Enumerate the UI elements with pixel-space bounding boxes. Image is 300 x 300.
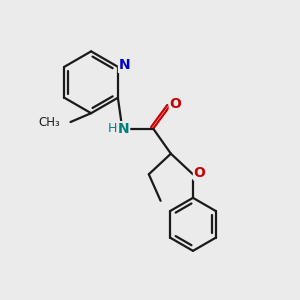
Text: H: H: [108, 122, 118, 135]
Text: O: O: [169, 97, 181, 111]
Text: N: N: [118, 58, 130, 72]
Text: N: N: [118, 122, 130, 136]
Text: O: O: [194, 166, 206, 180]
Text: CH₃: CH₃: [38, 116, 60, 128]
